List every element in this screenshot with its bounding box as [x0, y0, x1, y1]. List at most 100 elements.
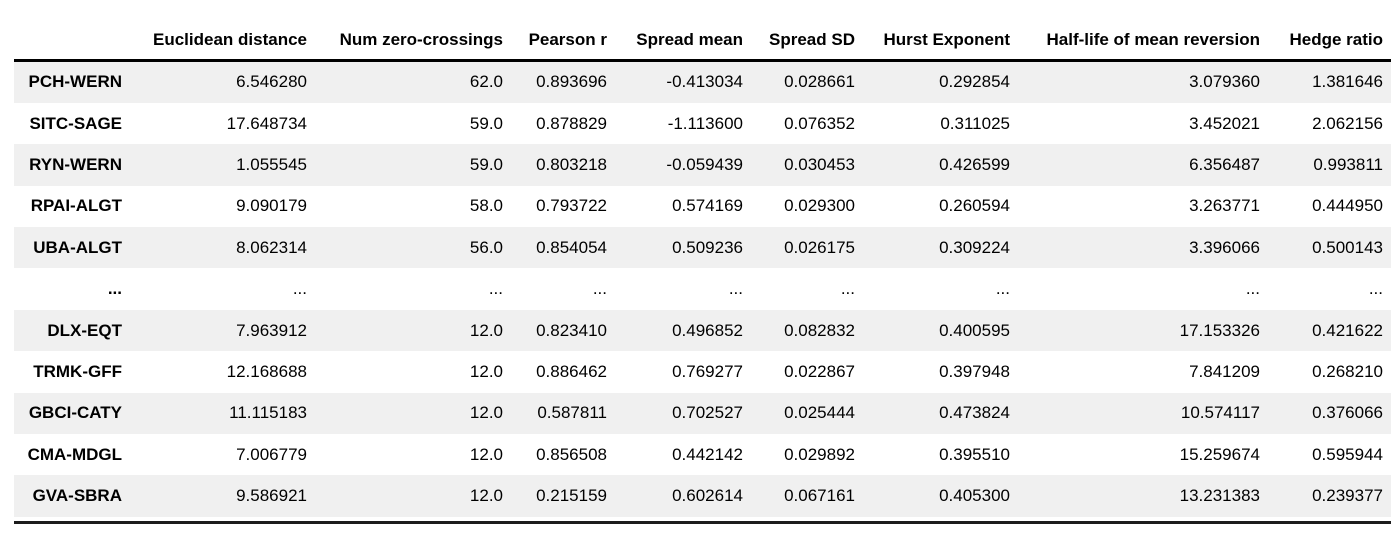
- cell: 0.803218: [536, 154, 607, 174]
- cell: 0.823410: [536, 320, 607, 340]
- cell: 0.421622: [1312, 320, 1383, 340]
- row-label: DLX-EQT: [47, 320, 122, 340]
- cell: ...: [1368, 279, 1383, 299]
- column-header: Half-life of mean reversion: [1018, 14, 1268, 62]
- cell: 17.648734: [226, 113, 307, 133]
- column-header: Spread mean: [615, 14, 751, 62]
- cell: 0.239377: [1312, 486, 1383, 506]
- cell: 0.082832: [784, 320, 855, 340]
- cell: 0.856508: [536, 444, 607, 464]
- cell: 0.030453: [784, 154, 855, 174]
- cell: 0.029892: [784, 444, 855, 464]
- cell: 0.509236: [672, 237, 743, 257]
- row-label: GBCI-CATY: [28, 403, 122, 423]
- table-row: UBA-ALGT 8.062314 56.0 0.854054 0.509236 0.02…: [14, 227, 1391, 269]
- cell: 0.022867: [784, 361, 855, 381]
- row-label: ...: [107, 279, 122, 299]
- row-label: RYN-WERN: [29, 154, 122, 174]
- cell: 12.0: [469, 403, 503, 423]
- column-header: Euclidean distance: [130, 14, 315, 62]
- cell: 56.0: [469, 237, 503, 257]
- cell: 0.309224: [939, 237, 1010, 257]
- cell: 0.025444: [784, 403, 855, 423]
- column-header: Spread SD: [751, 14, 863, 62]
- cell: 8.062314: [236, 237, 307, 257]
- cell: 0.893696: [536, 72, 607, 92]
- dataframe-table: Euclidean distance Num zero-crossings Pear…: [14, 14, 1391, 524]
- cell: 3.396066: [1189, 237, 1260, 257]
- row-label: RPAI-ALGT: [30, 196, 122, 216]
- cell: 0.500143: [1312, 237, 1383, 257]
- cell: 0.574169: [672, 196, 743, 216]
- cell: 0.442142: [672, 444, 743, 464]
- cell: 0.029300: [784, 196, 855, 216]
- cell: 0.405300: [939, 486, 1010, 506]
- cell: 6.356487: [1189, 154, 1260, 174]
- cell: 11.115183: [229, 403, 307, 423]
- cell: 0.376066: [1312, 403, 1383, 423]
- cell: 0.076352: [784, 113, 855, 133]
- cell: 0.426599: [939, 154, 1010, 174]
- cell: 1.055545: [236, 154, 307, 174]
- cell: 1.381646: [1312, 72, 1383, 92]
- cell: 0.028661: [784, 72, 855, 92]
- cell: ...: [1245, 279, 1260, 299]
- cell: ...: [292, 279, 307, 299]
- table-row: SITC-SAGE 17.648734 59.0 0.878829 -1.113600 0…: [14, 103, 1391, 144]
- row-label: SITC-SAGE: [29, 113, 122, 133]
- table-bottom-rule: [14, 520, 1391, 524]
- cell: 12.0: [469, 444, 503, 464]
- index-column-header: [14, 14, 130, 62]
- cell: 6.546280: [236, 72, 307, 92]
- cell: ...: [592, 279, 607, 299]
- table-row: RYN-WERN 1.055545 59.0 0.803218 -0.059439 0.0…: [14, 144, 1391, 186]
- row-label: UBA-ALGT: [33, 237, 122, 257]
- table-row: CMA-MDGL 7.006779 12.0 0.856508 0.442142 0.02…: [14, 434, 1391, 475]
- cell: -0.413034: [666, 72, 743, 92]
- cell: 0.444950: [1312, 196, 1383, 216]
- cell: 0.311025: [940, 113, 1010, 133]
- table-row: RPAI-ALGT 9.090179 58.0 0.793722 0.574169 0.0…: [14, 186, 1391, 227]
- cell: 0.878829: [536, 113, 607, 133]
- row-label: CMA-MDGL: [27, 444, 122, 464]
- cell: 12.168688: [226, 361, 307, 381]
- pairs-stats-table: Euclidean distance Num zero-crossings Pear…: [14, 14, 1391, 517]
- cell: 0.587811: [537, 403, 607, 423]
- cell: -1.113600: [667, 113, 743, 133]
- table-row: GBCI-CATY 11.115183 12.0 0.587811 0.702527 0.…: [14, 392, 1391, 435]
- cell: 0.702527: [672, 403, 743, 423]
- cell: 12.0: [469, 361, 503, 381]
- table-header: Euclidean distance Num zero-crossings Pear…: [14, 14, 1391, 62]
- table-row: PCH-WERN 6.546280 62.0 0.893696 -0.413034 0.0…: [14, 60, 1391, 103]
- cell: 3.079360: [1189, 72, 1260, 92]
- cell: 0.400595: [939, 320, 1010, 340]
- cell: 59.0: [469, 113, 503, 133]
- table-row: GVA-SBRA 9.586921 12.0 0.215159 0.602614 0.06…: [14, 475, 1391, 517]
- cell: ...: [995, 279, 1010, 299]
- cell: 13.231383: [1179, 486, 1260, 506]
- cell: 0.602614: [672, 486, 743, 506]
- cell: -0.059439: [666, 154, 743, 174]
- cell: ...: [840, 279, 855, 299]
- cell: 0.026175: [784, 237, 855, 257]
- cell: 0.496852: [672, 320, 743, 340]
- cell: 0.395510: [939, 444, 1010, 464]
- table-body: PCH-WERN 6.546280 62.0 0.893696 -0.413034 0.0…: [14, 60, 1391, 517]
- cell: 0.473824: [939, 403, 1010, 423]
- cell: 17.153326: [1179, 320, 1260, 340]
- column-header: Hurst Exponent: [863, 14, 1018, 62]
- cell: 9.586921: [236, 486, 307, 506]
- cell: 12.0: [469, 486, 503, 506]
- cell: ...: [488, 279, 503, 299]
- cell: 58.0: [469, 196, 503, 216]
- table-row: DLX-EQT 7.963912 12.0 0.823410 0.496852 0.082…: [14, 309, 1391, 352]
- cell: ...: [728, 279, 743, 299]
- cell: 3.452021: [1189, 113, 1260, 133]
- cell: 9.090179: [236, 196, 307, 216]
- cell: 0.292854: [939, 72, 1010, 92]
- header-row: Euclidean distance Num zero-crossings Pear…: [14, 14, 1391, 62]
- cell: 62.0: [469, 72, 503, 92]
- cell: 0.215159: [536, 486, 607, 506]
- cell: 0.260594: [939, 196, 1010, 216]
- cell: 0.886462: [536, 361, 607, 381]
